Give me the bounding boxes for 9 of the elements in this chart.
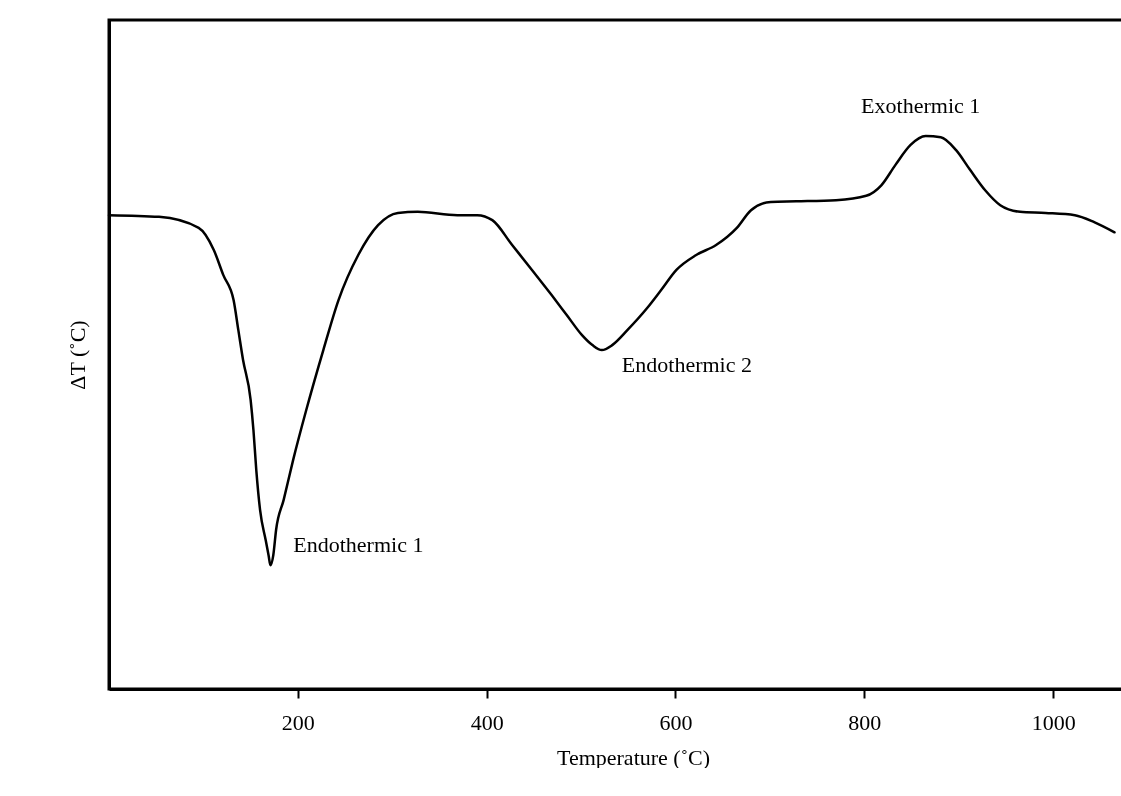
annotation: Exothermic 1	[861, 93, 981, 119]
x-tick-label: 200	[281, 709, 315, 735]
annotation: Endothermic 1	[293, 532, 424, 558]
x-tick-label: 1000	[1031, 709, 1076, 735]
x-tick-label: 600	[659, 709, 693, 735]
y-axis-title: ΔT (˚C)	[64, 320, 90, 390]
x-tick-label: 800	[848, 709, 882, 735]
annotation: Endothermic 2	[621, 352, 752, 378]
x-tick-label: 400	[470, 709, 504, 735]
